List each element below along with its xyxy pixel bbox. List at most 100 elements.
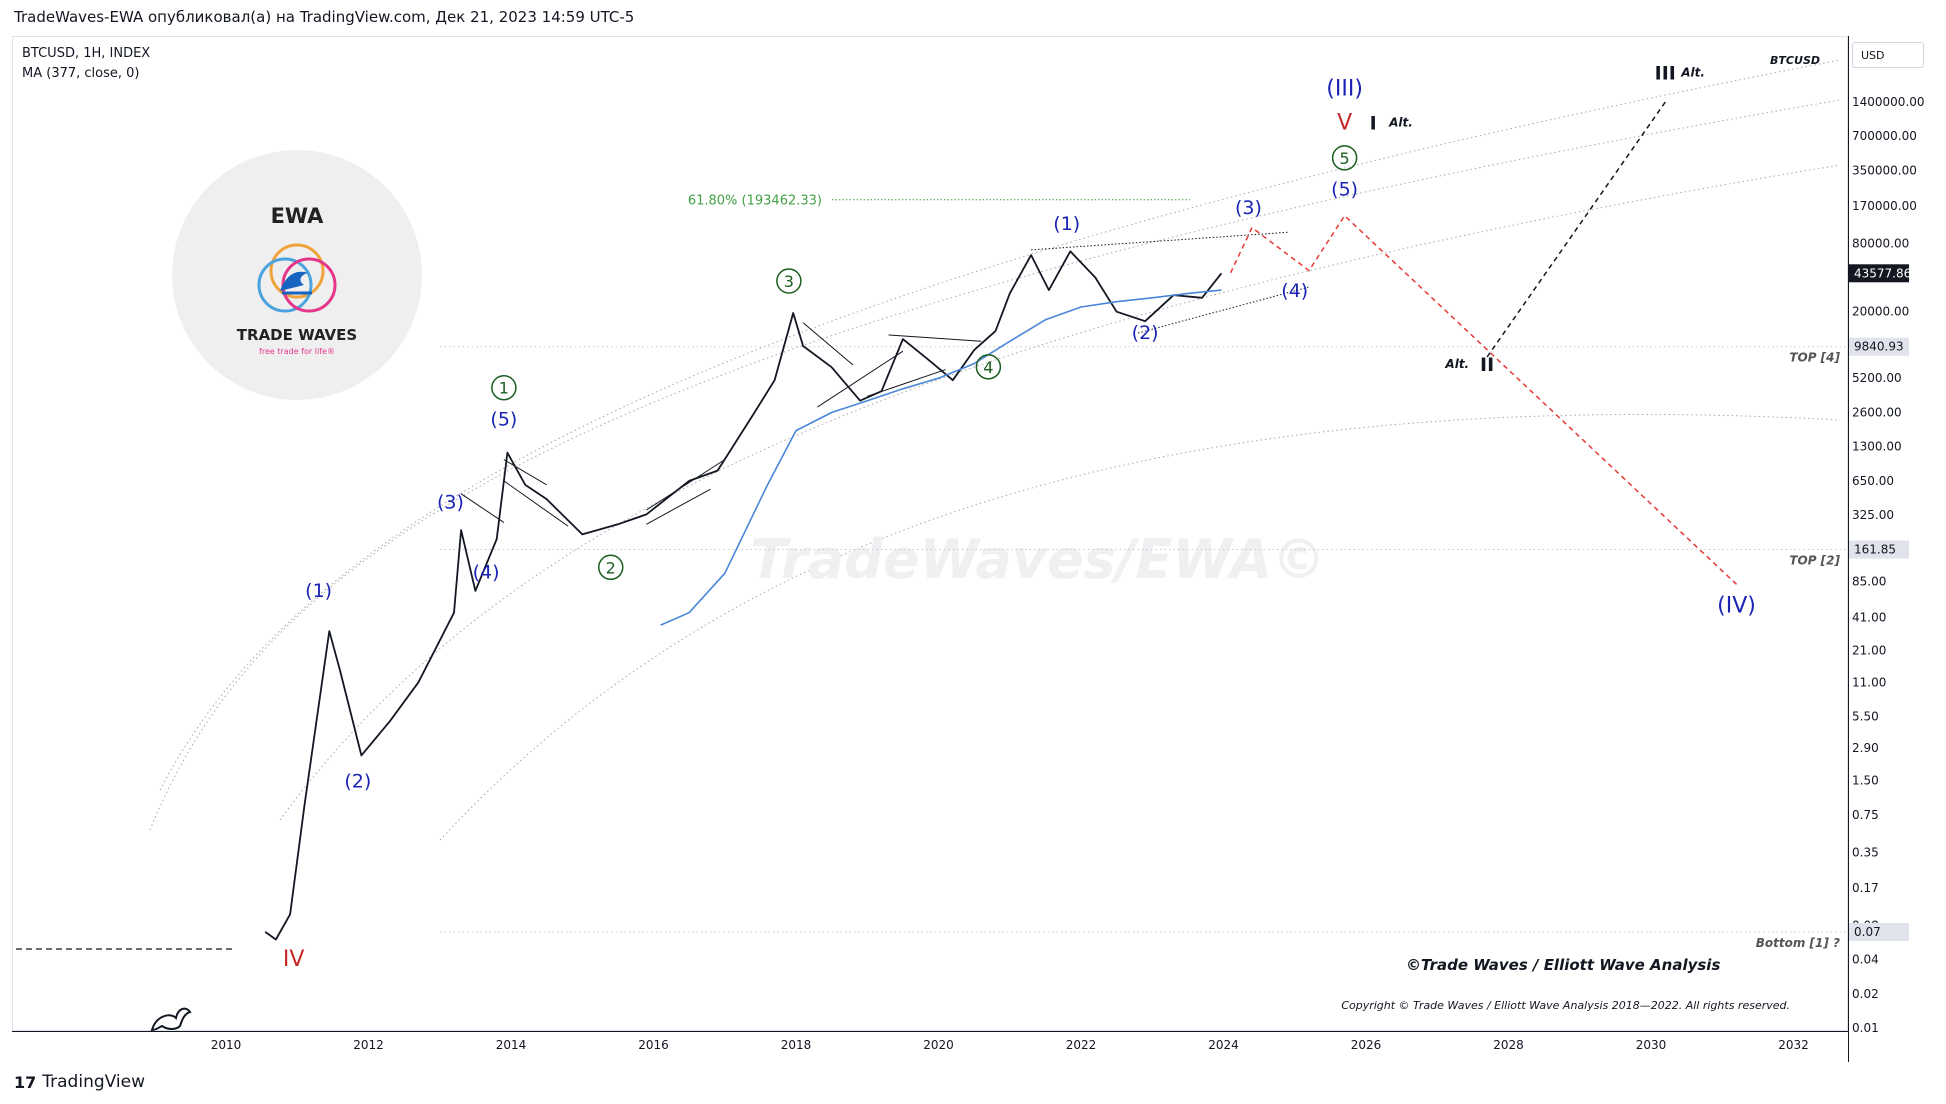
y-tick-4: 80000.00 (1852, 236, 1909, 250)
y-tick-11: 650.00 (1852, 474, 1894, 488)
y-tick-8: 5200.00 (1852, 371, 1902, 385)
x-tick-11: 2032 (1778, 1038, 1809, 1052)
x-tick-6: 2022 (1066, 1038, 1097, 1052)
y-tick-27: 0.01 (1852, 1021, 1879, 1035)
dinosaur-icon (150, 1007, 192, 1032)
wave-alt-label-21: Alt. (1680, 66, 1705, 80)
y-tick-9: 2600.00 (1852, 405, 1902, 419)
wave-alt-label-19: Alt. (1388, 116, 1413, 130)
projection-path-0 (1229, 214, 1738, 585)
wave-label-14: (5) (1331, 179, 1358, 201)
wave-label-4: (4) (473, 562, 500, 584)
y-tick-3: 170000.00 (1852, 199, 1917, 213)
price-label-box-1 (1849, 337, 1909, 356)
wave-label-5: (5) (490, 408, 517, 430)
tradingview-logo-icon: 17 (14, 1072, 37, 1092)
y-tick-21: 0.75 (1852, 808, 1879, 822)
y-tick-20: 1.50 (1852, 774, 1879, 788)
fib-label: 61.80% (193462.33) (688, 194, 822, 209)
x-tick-3: 2016 (638, 1038, 669, 1052)
analysis-credit: ©Trade Waves / Elliott Wave Analysis (1406, 956, 1720, 974)
series-line-1 (660, 289, 1222, 626)
trendline-7 (867, 369, 946, 397)
y-tick-2: 350000.00 (1852, 163, 1917, 177)
channel-arc-2 (279, 164, 1841, 821)
x-tick-10: 2030 (1636, 1038, 1667, 1052)
y-tick-12: 325.00 (1852, 508, 1894, 522)
trendline-3 (646, 459, 726, 511)
wave-alt-label-20: Alt. (1444, 357, 1469, 371)
projection-path-1 (1486, 101, 1666, 358)
wave-label-13: (4) (1281, 280, 1308, 302)
symbol-label[interactable]: BTCUSD, 1H, INDEX (22, 46, 151, 61)
series-line-0 (264, 250, 1223, 941)
y-tick-19: 2.90 (1852, 741, 1879, 755)
y-tick-0: 1400000.00 (1852, 95, 1925, 109)
badge-name: TRADE WAVES (236, 326, 358, 344)
y-tick-23: 0.17 (1852, 881, 1879, 895)
channel-arc-1 (159, 59, 1841, 791)
price-label-0: 43577.86 (1854, 266, 1911, 280)
trendline-9 (1031, 231, 1288, 251)
x-tick-0: 2010 (211, 1038, 242, 1052)
price-label-2: 161.85 (1854, 543, 1896, 557)
copyright-text: Copyright © Trade Waves / Elliott Wave A… (1341, 999, 1790, 1012)
trendline-0 (460, 493, 505, 523)
wave-label-10: (1) (1053, 213, 1080, 235)
wave-label-0: IV (283, 947, 305, 972)
wave-label-15: 5 (1340, 149, 1350, 168)
currency-selector[interactable]: USD (1852, 42, 1924, 68)
wave-label-16: V (1337, 111, 1352, 136)
y-tick-15: 41.00 (1852, 610, 1886, 624)
x-tick-1: 2012 (353, 1038, 384, 1052)
wave-label-21: III (1655, 63, 1676, 85)
wave-label-6: 1 (499, 379, 509, 398)
level-label-2: Bottom [1] ? (1756, 936, 1840, 950)
trendline-4 (646, 488, 711, 525)
wave-label-11: (2) (1132, 322, 1159, 344)
y-tick-10: 1300.00 (1852, 440, 1902, 454)
level-label-0: TOP [4] (1789, 351, 1840, 365)
trendline-2 (503, 480, 569, 527)
y-tick-1: 700000.00 (1852, 129, 1917, 143)
wave-label-20: II (1480, 354, 1494, 376)
wave-label-19: I (1370, 113, 1377, 135)
time-axis[interactable] (12, 1031, 1848, 1032)
x-tick-9: 2028 (1493, 1038, 1524, 1052)
trendline-8 (888, 334, 982, 342)
wave-label-8: 3 (784, 272, 794, 291)
channel-arc-3 (439, 413, 1841, 841)
y-tick-14: 85.00 (1852, 574, 1886, 588)
ma-legend-label[interactable]: MA (377, close, 0) (22, 66, 140, 81)
watermark-text: TradeWaves/EWA© (750, 528, 1326, 591)
price-label-3: 0.07 (1854, 925, 1881, 939)
tradingview-footer: 17 TradingView (14, 1072, 145, 1092)
trade-waves-logo (257, 243, 337, 313)
x-tick-5: 2020 (923, 1038, 954, 1052)
y-tick-25: 0.04 (1852, 953, 1879, 967)
level-label-1: TOP [2] (1789, 554, 1840, 568)
x-tick-8: 2026 (1351, 1038, 1382, 1052)
y-tick-16: 21.00 (1852, 643, 1886, 657)
wave-label-9: 4 (983, 358, 993, 377)
wave-label-12: (3) (1235, 197, 1262, 219)
x-tick-4: 2018 (781, 1038, 812, 1052)
wave-label-17: (III) (1326, 76, 1363, 101)
price-axis[interactable] (1848, 36, 1935, 1062)
channel-arc-0 (149, 99, 1841, 831)
y-tick-26: 0.02 (1852, 987, 1879, 1001)
wave-label-1: (1) (305, 580, 332, 602)
wave-label-7: 2 (606, 558, 616, 577)
y-tick-17: 11.00 (1852, 675, 1886, 689)
price-label-box-0 (1849, 264, 1909, 283)
wave-circle-7 (598, 554, 624, 581)
chart-title: BTCUSD (1770, 54, 1820, 67)
trendline-1 (503, 459, 547, 486)
trendline-5 (802, 322, 854, 366)
y-tick-6: 20000.00 (1852, 305, 1909, 319)
price-label-box-2 (1849, 540, 1909, 559)
badge-tagline: free trade for life® (259, 347, 335, 356)
trendline-6 (817, 350, 904, 408)
badge-title: EWA (270, 204, 324, 228)
